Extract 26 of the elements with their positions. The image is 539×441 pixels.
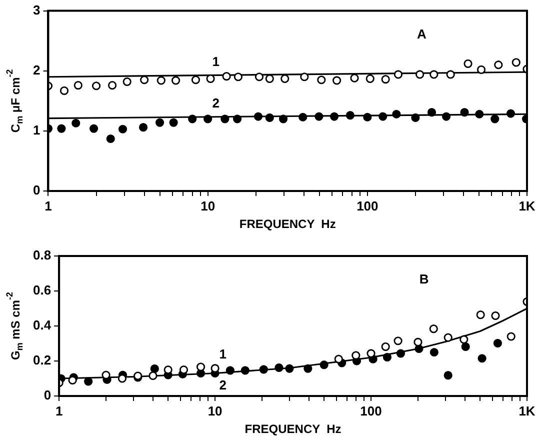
x-tick-label: 100 xyxy=(356,198,378,214)
annotation: A xyxy=(416,26,427,42)
x-tick-label: 100 xyxy=(360,403,382,418)
y-tick-label: 0.8 xyxy=(32,248,52,263)
y-tick-label: 0 xyxy=(44,388,52,403)
y-tick-label: 0.6 xyxy=(32,282,52,298)
y-tick-label: 2 xyxy=(32,62,40,78)
y-tick-label: 0.4 xyxy=(32,318,52,333)
x-tick-label: 10 xyxy=(200,198,216,214)
series-label: 2 xyxy=(219,377,226,392)
x-axis-title: FREQUENCY Hz xyxy=(244,422,342,436)
x-tick-label: 1 xyxy=(55,403,63,418)
series-label: 1 xyxy=(212,54,220,69)
y-tick-label: 0.2 xyxy=(32,352,52,368)
x-tick-label: 1K xyxy=(518,403,536,418)
x-tick-label: 10 xyxy=(208,403,222,418)
y-tick-label: 1 xyxy=(32,122,40,138)
x-tick-label: 1K xyxy=(518,198,536,214)
annotation: B xyxy=(419,272,429,287)
series-label: 2 xyxy=(212,95,220,110)
y-tick-label: 3 xyxy=(32,2,40,18)
y-tick-label: 0 xyxy=(32,182,40,198)
series-label: 1 xyxy=(219,346,226,362)
y-axis-title: Cm μF cm-2 xyxy=(4,69,24,133)
x-axis-title: FREQUENCY Hz xyxy=(239,217,336,232)
y-axis-title: Gm mS cm-2 xyxy=(4,292,24,360)
